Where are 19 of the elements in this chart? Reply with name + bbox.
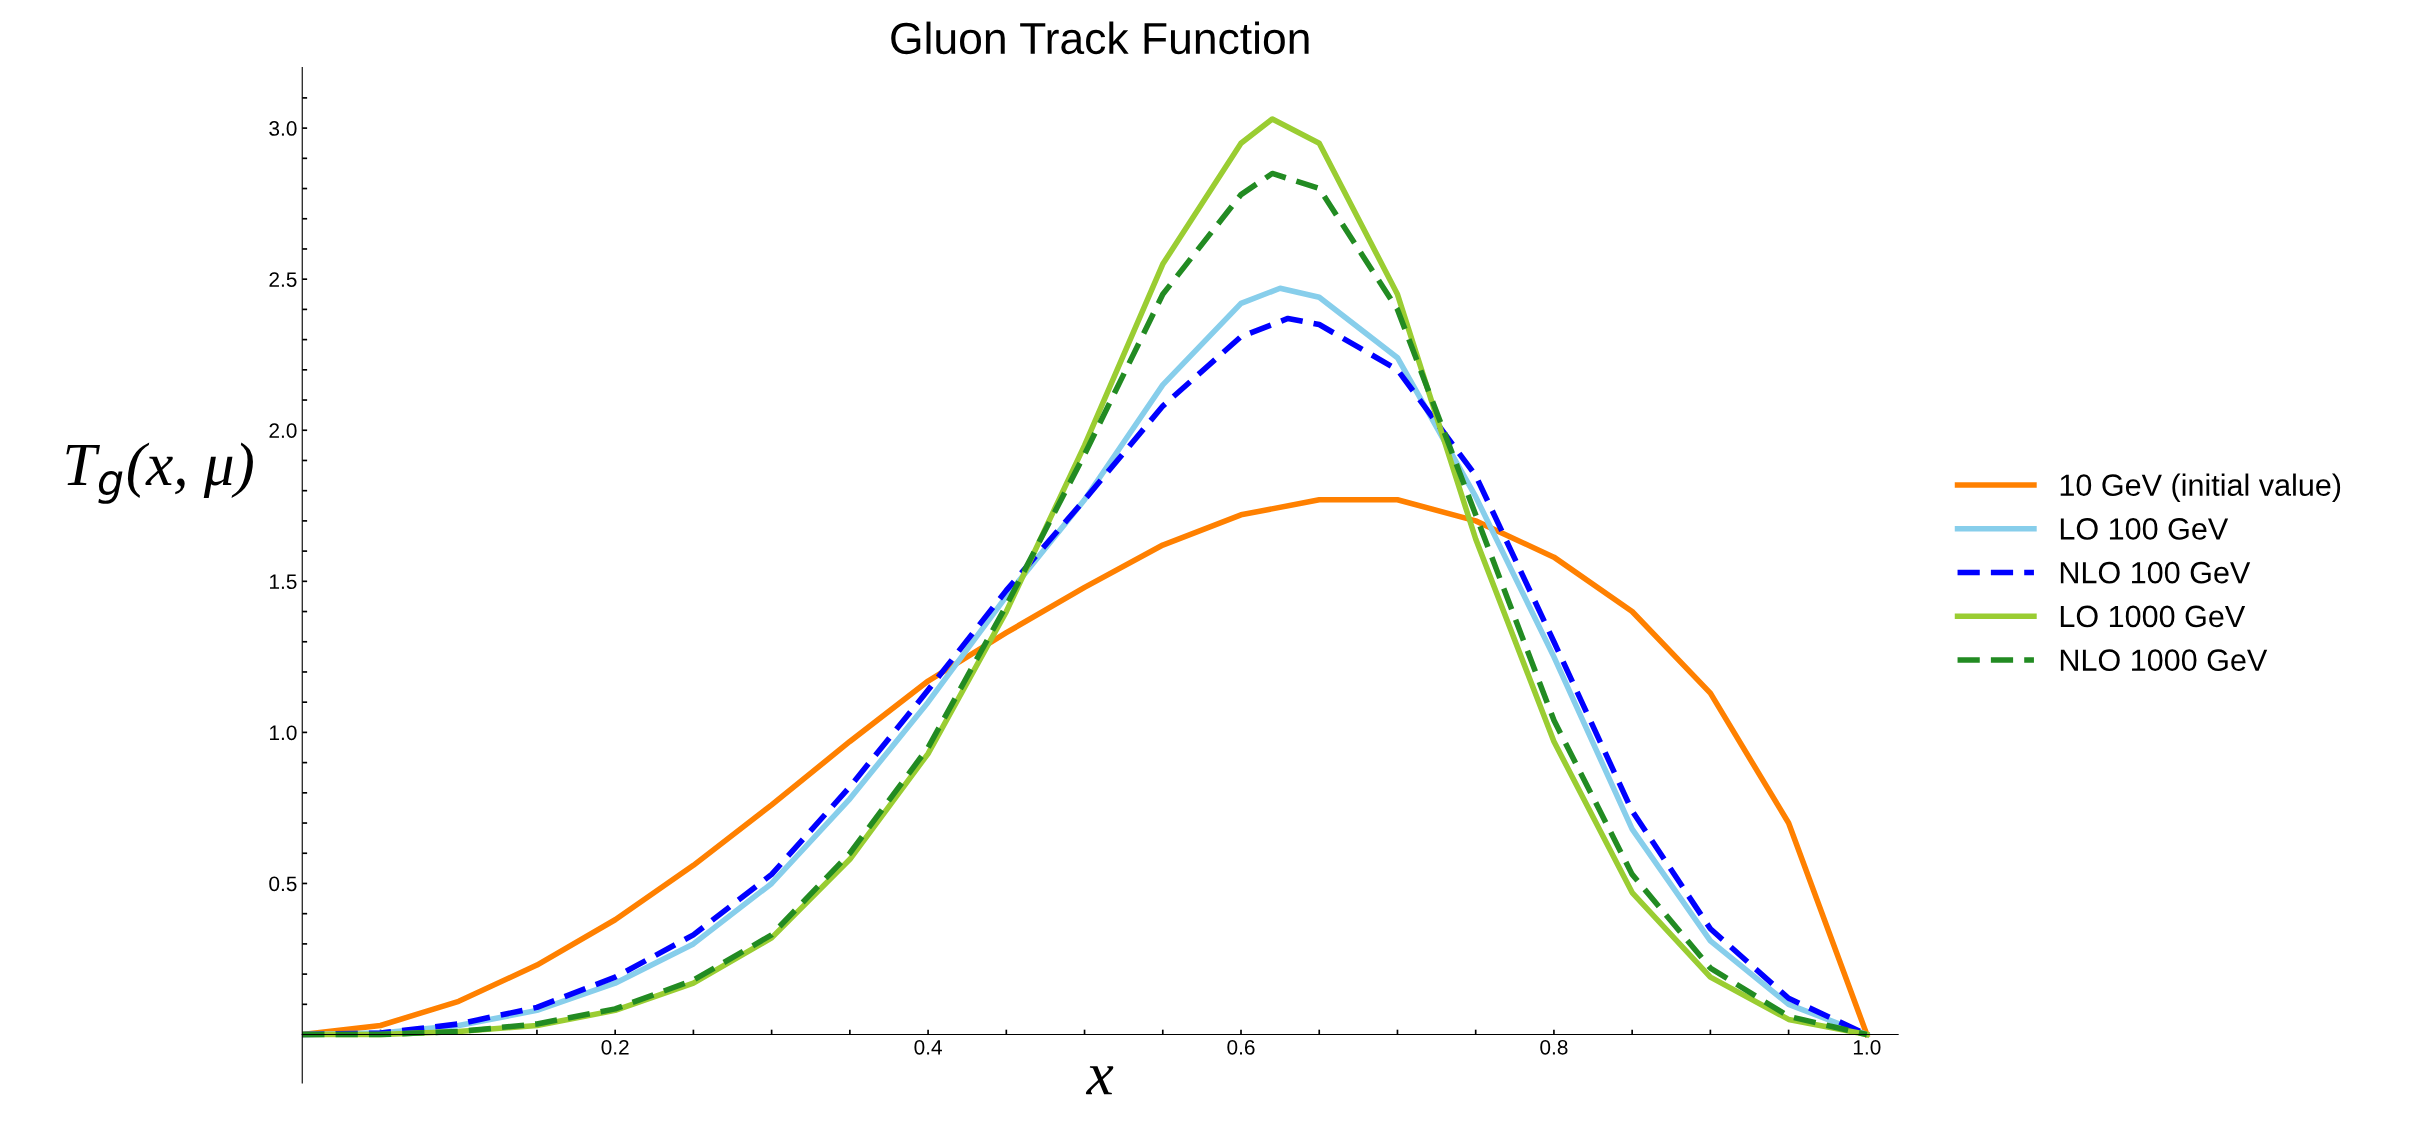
legend-label: NLO 100 GeV <box>2060 561 2251 584</box>
y-tick-label: 0.5 <box>269 876 297 892</box>
chart-title: Gluon Track Function <box>891 21 1309 55</box>
legend-label: 10 GeV (initial value) <box>2060 473 2341 502</box>
x-tick-label: 0.6 <box>1227 1039 1255 1055</box>
y-tick-label: 2.0 <box>269 423 297 439</box>
x-tick-label: 0.4 <box>914 1039 942 1055</box>
y-tick-label: 2.5 <box>269 272 297 287</box>
y-axis-title: T$_{g}$(x, μ) <box>66 442 253 504</box>
y-tick-label: 1.5 <box>270 574 297 590</box>
legend-label: NLO 1000 GeV <box>2060 649 2268 671</box>
y-tick-label: 3.0 <box>269 121 297 136</box>
x-tick-label: 0.8 <box>1540 1039 1568 1055</box>
legend-label: LO 1000 GeV <box>2060 605 2246 628</box>
x-axis-title: x <box>1085 1066 1114 1095</box>
x-tick-label: 1.0 <box>1853 1039 1881 1055</box>
legend-label: LO 100 GeV <box>2060 518 2229 540</box>
x-tick-label: 0.2 <box>601 1039 629 1055</box>
y-tick-label: 1.0 <box>270 725 297 741</box>
